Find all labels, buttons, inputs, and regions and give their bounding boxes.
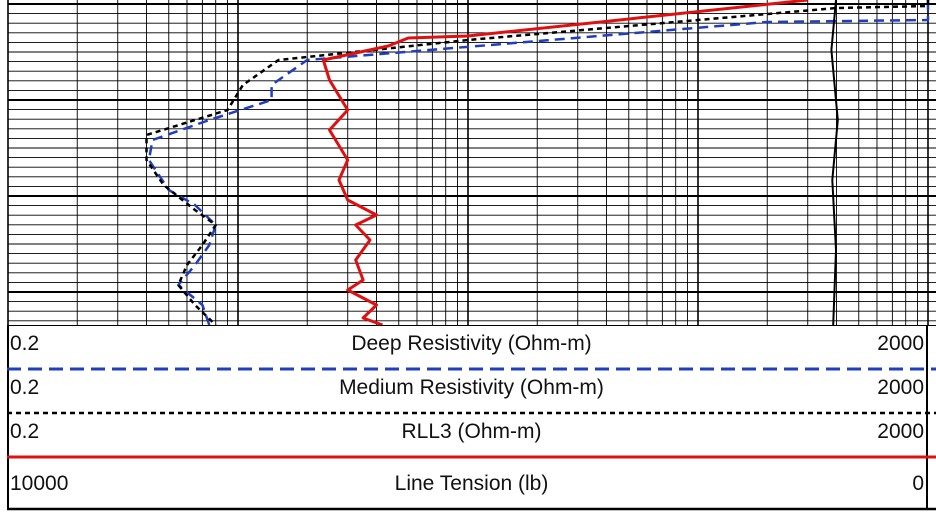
- track-line-tension-line: [7, 507, 936, 511]
- header-border-right: [926, 325, 928, 510]
- track-medium-resistivity: 0.2 Medium Resistivity (Ohm-m) 2000: [7, 369, 936, 415]
- curve-deep-resistivity-ohm-m: [147, 0, 930, 325]
- track-left-value: 0.2: [10, 420, 40, 443]
- header-border-top: [7, 325, 936, 326]
- track-label: Medium Resistivity (Ohm-m): [339, 376, 604, 399]
- track-deep-resistivity: 0.2 Deep Resistivity (Ohm-m) 2000: [7, 325, 936, 371]
- track-left-value: 0.2: [10, 376, 40, 399]
- track-line-rll3: [7, 455, 936, 459]
- track-rll3: 0.2 RLL3 (Ohm-m) 2000: [7, 413, 936, 459]
- header-border-left: [7, 325, 9, 510]
- track-label: Line Tension (lb): [394, 472, 549, 495]
- log-plot: [7, 0, 936, 325]
- curve-rll3-ohm-m: [321, 0, 808, 325]
- track-right-value: 2000: [877, 332, 924, 355]
- curve-line-tension-lb: [830, 0, 839, 325]
- track-right-value: 2000: [877, 420, 924, 443]
- track-right-value: 2000: [877, 376, 924, 399]
- track-label: RLL3 (Ohm-m): [401, 420, 542, 443]
- track-line-medium: [7, 411, 936, 415]
- curve-medium-resistivity-ohm-m: [145, 0, 930, 325]
- track-line-deep: [7, 367, 936, 371]
- track-label: Deep Resistivity (Ohm-m): [351, 332, 592, 355]
- track-right-value: 0: [912, 472, 924, 495]
- track-left-value: 10000: [10, 472, 69, 495]
- track-left-value: 0.2: [10, 332, 40, 355]
- curve-header: 0.2 Deep Resistivity (Ohm-m) 2000 0.2 Me…: [7, 325, 936, 517]
- track-line-tension: 10000 Line Tension (lb) 0: [7, 465, 936, 511]
